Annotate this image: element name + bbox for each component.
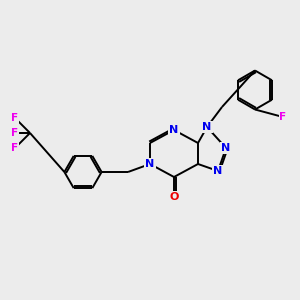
Text: F: F [11, 128, 19, 138]
Text: N: N [221, 143, 231, 153]
Text: F: F [11, 113, 19, 123]
Text: F: F [279, 112, 286, 122]
Text: N: N [146, 159, 154, 169]
Text: O: O [169, 192, 179, 202]
Text: N: N [202, 122, 211, 132]
Text: N: N [169, 125, 178, 135]
Text: F: F [11, 143, 19, 153]
Text: N: N [213, 166, 223, 176]
